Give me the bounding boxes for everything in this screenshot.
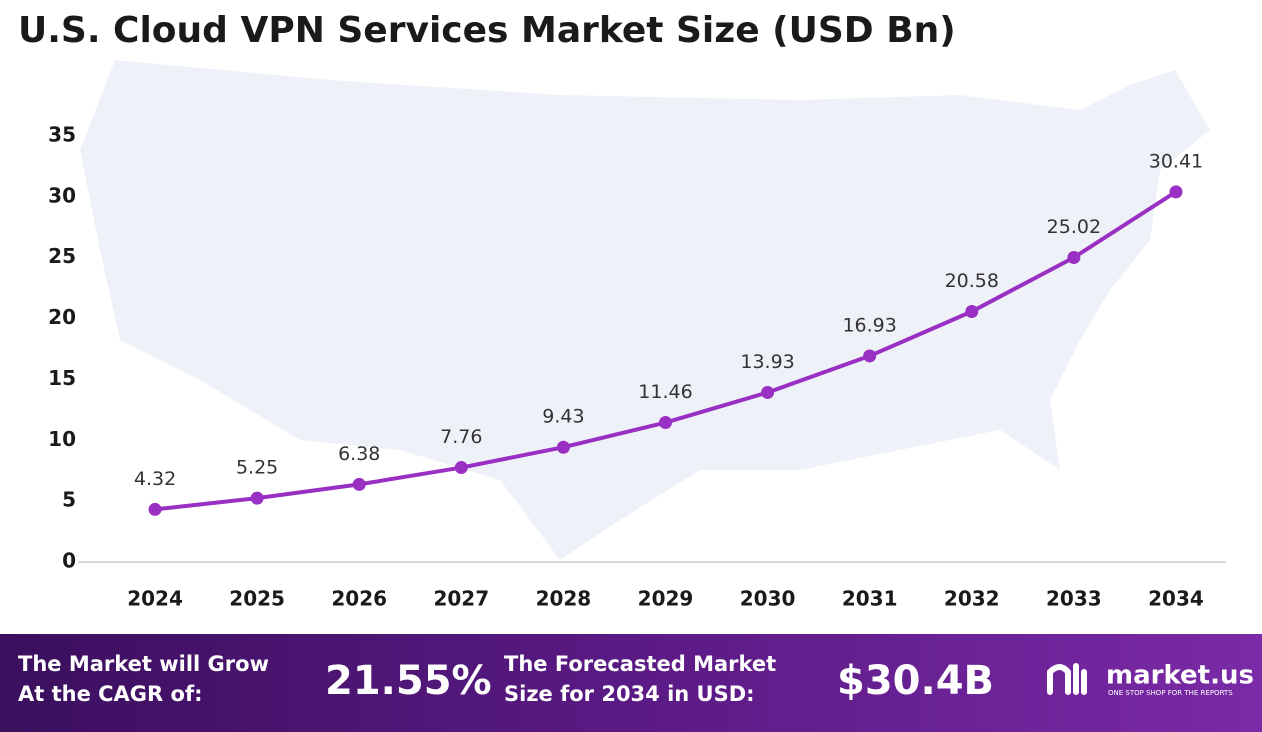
x-tick-label: 2032: [944, 587, 1000, 611]
forecast-label: The Forecasted Market: [504, 652, 776, 676]
x-tick-label: 2033: [1046, 587, 1102, 611]
cagr-value: 21.55%: [325, 658, 492, 704]
data-label: 30.41: [1149, 150, 1203, 172]
x-tick-label: 2025: [229, 587, 285, 611]
data-label: 25.02: [1047, 216, 1101, 238]
point: [965, 305, 979, 319]
data-label: 4.32: [134, 468, 176, 490]
data-label: 13.93: [740, 351, 794, 373]
point: [1169, 185, 1183, 199]
y-tick-label: 0: [62, 549, 76, 573]
brand-logo: [1047, 663, 1087, 695]
point: [454, 461, 468, 475]
x-tick-label: 2028: [536, 587, 592, 611]
forecast-label: Size for 2034 in USD:: [504, 682, 755, 706]
data-label: 6.38: [338, 443, 380, 465]
y-tick-label: 10: [48, 427, 76, 451]
x-tick-label: 2027: [433, 587, 489, 611]
point: [352, 477, 366, 491]
point: [1067, 250, 1081, 264]
point: [761, 385, 775, 399]
map-background: [80, 60, 1210, 560]
brand-name: market.us: [1106, 661, 1254, 691]
y-tick-label: 5: [62, 488, 76, 512]
point: [863, 349, 877, 363]
data-label: 11.46: [638, 381, 692, 403]
cagr-label: At the CAGR of:: [18, 682, 203, 706]
data-label: 9.43: [542, 406, 584, 428]
brand-tagline: ONE STOP SHOP FOR THE REPORTS: [1108, 689, 1233, 697]
forecast-value: $30.4B: [837, 658, 994, 704]
x-tick-label: 2026: [331, 587, 387, 611]
y-tick-label: 35: [48, 123, 76, 147]
x-tick-label: 2029: [638, 587, 694, 611]
data-label: 20.58: [945, 270, 999, 292]
point: [659, 416, 672, 430]
point: [148, 502, 162, 516]
x-tick-label: 2030: [740, 587, 796, 611]
data-label: 7.76: [440, 426, 482, 448]
chart-title: U.S. Cloud VPN Services Market Size (USD…: [18, 10, 956, 51]
y-tick-label: 30: [48, 183, 76, 207]
cagr-label: The Market will Grow: [18, 652, 269, 676]
point: [556, 440, 570, 454]
y-tick-label: 20: [48, 305, 76, 329]
y-tick-label: 15: [48, 366, 76, 390]
data-label: 5.25: [236, 457, 278, 479]
point: [250, 491, 264, 505]
x-tick-label: 2031: [842, 587, 898, 611]
x-tick-label: 2024: [127, 587, 183, 611]
x-tick-label: 2034: [1148, 587, 1204, 611]
y-tick-label: 25: [48, 244, 76, 268]
data-label: 16.93: [842, 314, 896, 336]
